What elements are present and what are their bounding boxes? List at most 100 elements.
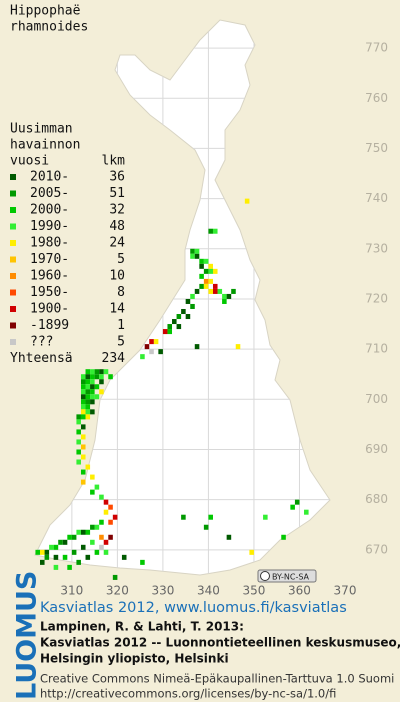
observation-square bbox=[85, 464, 91, 470]
observation-square bbox=[85, 394, 91, 400]
observation-square bbox=[67, 564, 72, 570]
ticks: 310 320 330 340 350 360 370 670 680 690 700 710 720 7… bbox=[60, 41, 388, 598]
observation-square bbox=[90, 524, 95, 530]
observation-square bbox=[108, 519, 113, 525]
observation-square bbox=[85, 409, 91, 415]
legend-swatch bbox=[10, 339, 16, 345]
legend-count: 24 bbox=[109, 236, 125, 251]
observation-square bbox=[162, 329, 168, 335]
species-name: Hippophaë bbox=[10, 4, 81, 19]
cc-badge-label: BY-NC-SA bbox=[272, 573, 310, 582]
observation-square bbox=[71, 549, 77, 555]
observation-square bbox=[281, 534, 286, 540]
observation-square bbox=[90, 539, 95, 545]
observation-square bbox=[58, 539, 63, 545]
observation-square bbox=[90, 394, 95, 400]
observation-square bbox=[80, 404, 86, 410]
legend-swatch bbox=[10, 174, 16, 180]
observation-square bbox=[176, 314, 182, 320]
observation-square bbox=[94, 484, 100, 490]
observation-square bbox=[208, 278, 213, 284]
observation-square bbox=[249, 549, 254, 555]
observation-square bbox=[190, 303, 195, 309]
license-url[interactable]: http://creativecommons.org/licenses/by-n… bbox=[40, 687, 336, 701]
observation-square bbox=[80, 414, 86, 420]
legend-count: 1 bbox=[117, 318, 125, 333]
legend-swatch bbox=[10, 306, 16, 312]
observation-square bbox=[304, 509, 309, 515]
observation-square bbox=[71, 534, 77, 540]
observation-square bbox=[244, 198, 250, 204]
observation-square bbox=[194, 288, 200, 294]
observation-square bbox=[203, 278, 209, 284]
observation-square bbox=[80, 454, 86, 460]
observation-square bbox=[49, 544, 54, 550]
legend-total-label: Yhteensä bbox=[10, 351, 73, 366]
finland-outline bbox=[34, 19, 331, 576]
observation-square bbox=[85, 374, 91, 380]
observation-square bbox=[90, 474, 95, 480]
observation-square bbox=[99, 379, 104, 385]
observation-square bbox=[40, 559, 45, 565]
observation-square bbox=[94, 394, 100, 400]
observation-square bbox=[121, 554, 127, 560]
observation-square bbox=[112, 574, 118, 580]
observation-square bbox=[40, 549, 45, 555]
observation-square bbox=[76, 459, 81, 465]
observation-square bbox=[290, 504, 295, 510]
y-tick-label: 720 bbox=[365, 291, 388, 305]
legend-label: 1970- bbox=[30, 252, 69, 267]
observation-square bbox=[203, 268, 209, 274]
observation-square bbox=[212, 228, 218, 234]
observation-square bbox=[181, 514, 186, 520]
observation-square bbox=[85, 379, 91, 385]
observation-square bbox=[80, 469, 86, 475]
observation-square bbox=[199, 263, 204, 269]
observation-square bbox=[185, 314, 191, 320]
observation-square bbox=[90, 389, 95, 395]
observation-square bbox=[222, 293, 227, 299]
observation-square bbox=[185, 298, 191, 304]
observation-squares bbox=[35, 198, 309, 580]
y-tick-label: 740 bbox=[365, 191, 388, 205]
observation-square bbox=[199, 273, 204, 279]
link[interactable]: Kasviatlas 2012, www.luomus.fi/kasviatla… bbox=[40, 600, 347, 616]
observation-square bbox=[94, 369, 100, 375]
observation-square bbox=[199, 258, 204, 264]
legend-header: Uusimman bbox=[10, 122, 73, 137]
legend-total: 234 bbox=[102, 351, 126, 366]
observation-square bbox=[172, 319, 177, 325]
observation-square bbox=[108, 534, 113, 540]
observation-square bbox=[76, 529, 81, 535]
observation-square bbox=[80, 479, 86, 485]
observation-square bbox=[94, 384, 100, 390]
y-tick-label: 680 bbox=[365, 492, 388, 506]
observation-square bbox=[203, 283, 209, 289]
citation: Helsingin yliopisto, Helsinki bbox=[40, 652, 229, 666]
observation-square bbox=[108, 504, 113, 510]
observation-square bbox=[80, 389, 86, 395]
observation-square bbox=[103, 549, 109, 555]
observation-square bbox=[194, 253, 200, 259]
legend-label: -1899 bbox=[30, 318, 69, 333]
y-tick-label: 750 bbox=[365, 141, 388, 155]
legend-swatch bbox=[10, 322, 16, 329]
legend-swatch bbox=[10, 289, 16, 296]
observation-square bbox=[94, 524, 100, 530]
observation-square bbox=[94, 374, 100, 380]
legend-label: ??? bbox=[30, 335, 53, 350]
observation-square bbox=[208, 228, 213, 234]
observation-square bbox=[90, 384, 95, 390]
observation-square bbox=[99, 369, 104, 375]
observation-square bbox=[158, 349, 163, 355]
observation-square bbox=[212, 283, 218, 289]
observation-square bbox=[212, 288, 218, 294]
observation-square bbox=[190, 293, 195, 299]
observation-square bbox=[149, 349, 154, 355]
observation-square bbox=[112, 514, 118, 520]
observation-square bbox=[53, 554, 59, 560]
observation-square bbox=[194, 248, 200, 254]
y-tick-label: 760 bbox=[365, 91, 388, 105]
